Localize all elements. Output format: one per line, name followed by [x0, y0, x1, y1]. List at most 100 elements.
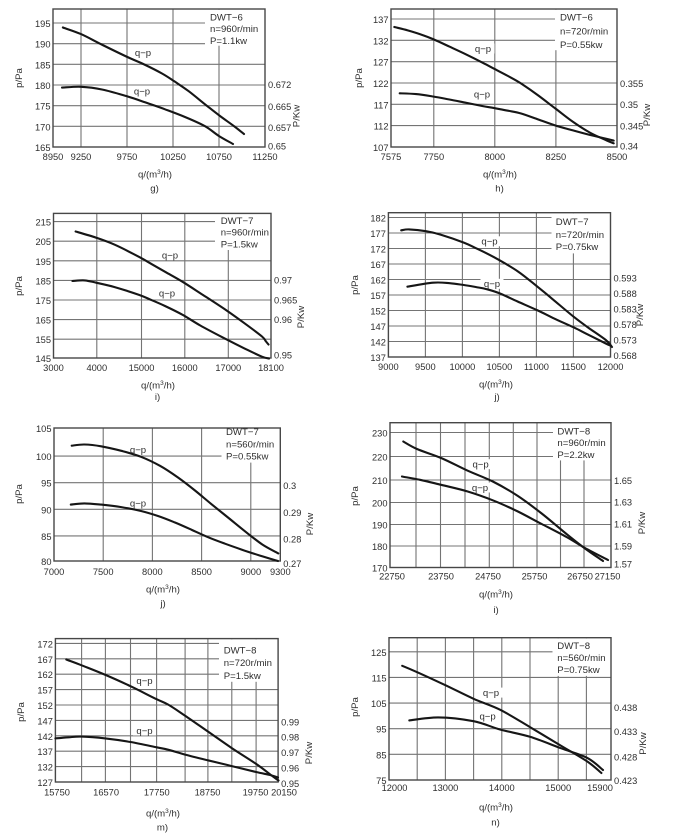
svg-text:n=560r/min: n=560r/min [226, 440, 274, 451]
svg-text:DWT−6: DWT−6 [210, 12, 243, 23]
svg-text:15000: 15000 [129, 363, 155, 373]
svg-text:1.65: 1.65 [614, 476, 632, 486]
svg-text:0.355: 0.355 [620, 79, 643, 89]
svg-text:195: 195 [35, 257, 51, 267]
svg-text:0.672: 0.672 [268, 80, 291, 90]
svg-text:11250: 11250 [252, 152, 277, 162]
svg-text:170: 170 [372, 564, 388, 574]
svg-text:195: 195 [35, 19, 51, 29]
svg-text:n=720r/min: n=720r/min [560, 26, 608, 37]
svg-text:142: 142 [37, 732, 53, 742]
svg-text:q−p: q−p [130, 499, 146, 510]
svg-text:h): h) [495, 183, 504, 194]
svg-text:16000: 16000 [172, 363, 198, 373]
svg-text:112: 112 [374, 122, 389, 132]
svg-text:157: 157 [370, 291, 386, 301]
svg-text:q−p: q−p [479, 711, 495, 722]
svg-text:95: 95 [376, 725, 386, 735]
svg-text:162: 162 [37, 670, 53, 680]
svg-text:P/Kw: P/Kw [637, 512, 648, 534]
svg-text:215: 215 [35, 218, 51, 228]
svg-text:q−p: q−p [474, 89, 490, 100]
svg-text:q/(m3/h): q/(m3/h) [483, 169, 517, 181]
svg-text:p/Pa: p/Pa [350, 274, 361, 294]
svg-text:p/Pa: p/Pa [14, 67, 25, 87]
svg-text:n=720r/min: n=720r/min [224, 658, 272, 669]
svg-text:P=0.75kw: P=0.75kw [557, 665, 599, 676]
svg-text:DWT−8: DWT−8 [224, 646, 257, 657]
svg-text:107: 107 [373, 143, 389, 153]
svg-text:n=960r/min: n=960r/min [557, 438, 605, 449]
svg-text:3000: 3000 [43, 363, 64, 373]
svg-text:23750: 23750 [428, 571, 454, 581]
svg-text:0.95: 0.95 [274, 350, 292, 360]
svg-text:q−p: q−p [472, 483, 488, 494]
svg-text:p/Pa: p/Pa [350, 485, 361, 505]
svg-text:q−p: q−p [134, 86, 150, 97]
svg-text:15000: 15000 [545, 783, 571, 793]
svg-text:q−p: q−p [136, 676, 152, 687]
svg-text:0.97: 0.97 [274, 276, 292, 286]
svg-text:0.35: 0.35 [620, 100, 638, 110]
svg-text:167: 167 [37, 655, 53, 665]
svg-text:P=0.55kw: P=0.55kw [226, 452, 268, 463]
svg-text:P=2.2kw: P=2.2kw [557, 450, 594, 461]
svg-text:11000: 11000 [524, 362, 549, 372]
svg-text:22750: 22750 [379, 571, 405, 581]
svg-text:127: 127 [373, 58, 389, 68]
svg-text:11500: 11500 [561, 362, 586, 372]
svg-text:p/Pa: p/Pa [16, 701, 27, 721]
svg-text:n=960r/min: n=960r/min [221, 227, 269, 238]
svg-text:155: 155 [35, 335, 51, 345]
svg-text:205: 205 [35, 237, 51, 247]
svg-text:DWT−7: DWT−7 [226, 427, 259, 438]
svg-text:132: 132 [373, 36, 389, 46]
svg-text:1.59: 1.59 [614, 541, 632, 551]
svg-text:0.34: 0.34 [620, 141, 638, 151]
svg-text:0.583: 0.583 [614, 304, 637, 314]
svg-text:9000: 9000 [378, 362, 399, 372]
svg-text:177: 177 [370, 229, 386, 239]
svg-text:9500: 9500 [415, 362, 436, 372]
svg-text:180: 180 [35, 81, 51, 91]
svg-text:85: 85 [376, 750, 386, 760]
svg-text:DWT−7: DWT−7 [221, 216, 254, 227]
svg-text:75: 75 [376, 776, 386, 786]
svg-text:P/Kw: P/Kw [305, 513, 316, 535]
svg-text:152: 152 [37, 701, 53, 711]
svg-text:190: 190 [372, 521, 388, 531]
svg-text:190: 190 [35, 40, 51, 50]
svg-text:8250: 8250 [546, 152, 567, 162]
svg-text:27150: 27150 [595, 571, 621, 581]
svg-text:P/Kw: P/Kw [635, 304, 646, 326]
svg-text:q−p: q−p [483, 688, 499, 699]
svg-text:j): j) [159, 598, 165, 609]
svg-text:132: 132 [37, 763, 53, 773]
svg-text:0.438: 0.438 [614, 703, 637, 713]
svg-text:0.578: 0.578 [614, 320, 637, 330]
svg-text:7750: 7750 [423, 152, 444, 162]
svg-text:0.568: 0.568 [614, 351, 637, 361]
svg-text:25750: 25750 [522, 571, 548, 581]
svg-text:0.428: 0.428 [614, 752, 637, 762]
svg-text:0.96: 0.96 [274, 315, 292, 325]
svg-text:P=0.55kw: P=0.55kw [560, 40, 602, 51]
svg-text:P/Kw: P/Kw [642, 104, 653, 126]
svg-text:q/(m3/h): q/(m3/h) [146, 584, 180, 596]
svg-text:7500: 7500 [93, 567, 114, 577]
svg-text:1.63: 1.63 [614, 497, 632, 507]
svg-text:127: 127 [37, 778, 53, 788]
svg-text:9750: 9750 [117, 152, 138, 162]
svg-text:19750: 19750 [243, 787, 269, 797]
svg-text:0.965: 0.965 [274, 295, 297, 305]
svg-text:185: 185 [35, 60, 51, 70]
svg-text:12000: 12000 [382, 783, 408, 793]
svg-text:q−p: q−p [136, 726, 152, 737]
svg-text:16570: 16570 [93, 787, 119, 797]
svg-text:0.65: 0.65 [268, 141, 286, 151]
svg-text:147: 147 [37, 716, 53, 726]
svg-text:80: 80 [41, 557, 51, 567]
svg-text:7575: 7575 [381, 152, 402, 162]
svg-text:0.99: 0.99 [281, 717, 299, 727]
svg-text:167: 167 [370, 260, 386, 270]
